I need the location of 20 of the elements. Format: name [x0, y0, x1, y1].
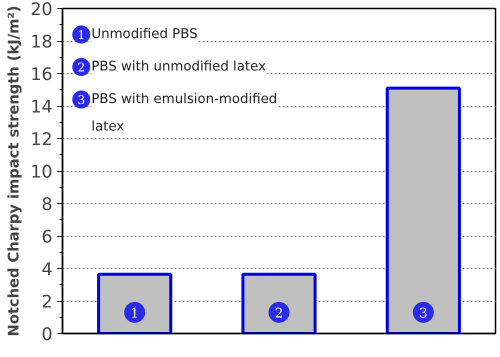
y-tick-label: 4: [41, 260, 53, 280]
y-tick-label: 0: [41, 325, 53, 345]
category-label: 2: [77, 60, 86, 74]
y-tick-label: 14: [30, 98, 53, 118]
x-tick-label: 2: [274, 306, 284, 322]
category-label: 1: [77, 28, 86, 42]
y-tick-label: 18: [30, 32, 53, 52]
x-tick-label: 3: [419, 306, 428, 322]
x-tick-label: 1: [130, 306, 139, 322]
y-tick-label: 6: [41, 228, 53, 248]
y-tick-label: 20: [30, 0, 53, 20]
annotation: PBS with unmodified latex: [91, 60, 266, 74]
y-axis-title: Notched Charpy impact strength (kJ/m²): [5, 6, 22, 336]
y-tick-label: 16: [30, 65, 53, 85]
y-tick-label: 12: [30, 130, 53, 150]
y-tick-label: 8: [41, 195, 53, 215]
y-tick-label: 10: [30, 162, 53, 182]
category-label: 3: [77, 93, 86, 107]
annotation: PBS with emulsion-modified latex: [91, 92, 278, 135]
annotation: Unmodified PBS: [91, 27, 198, 42]
